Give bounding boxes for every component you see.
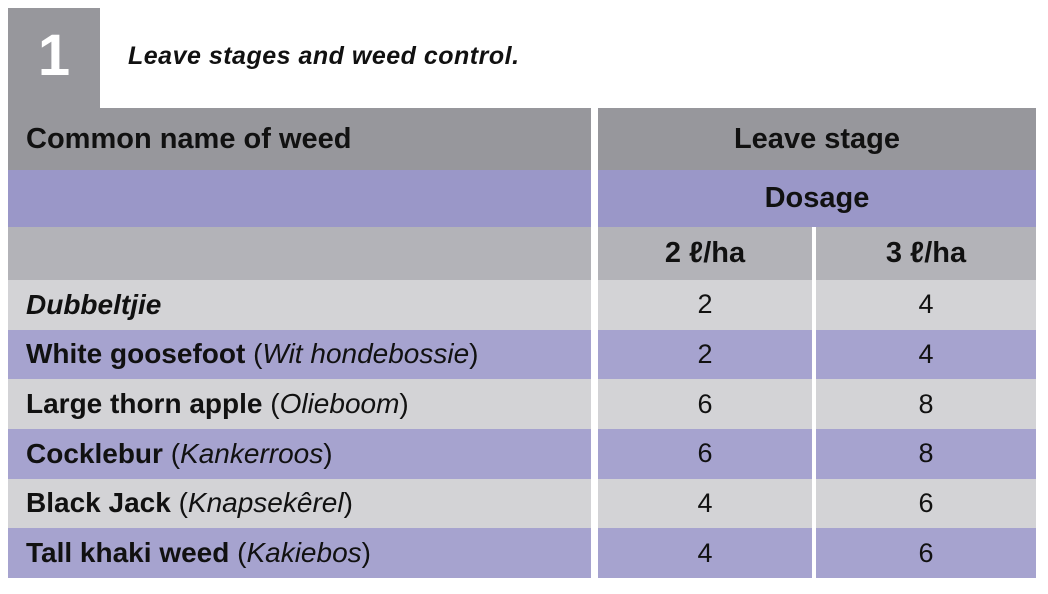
dose-2l-cell: 2	[598, 329, 812, 380]
figure-number: 1	[37, 23, 71, 88]
header-dose-2l-ha: 2 ℓ/ha	[598, 227, 812, 280]
dose-2l-cell: 6	[598, 429, 812, 479]
dose-3l-cell: 6	[816, 478, 1036, 529]
weed-afrikaans-name: (Olieboom)	[262, 388, 409, 420]
weed-afrikaans-name: (Wit hondebossie)	[245, 338, 479, 370]
dose-2l-cell: 2	[598, 280, 812, 330]
weed-afrikaans-name: (Kankerroos)	[162, 437, 333, 469]
weed-common-name: Black Jack	[26, 487, 171, 519]
weed-name-cell: Large thorn apple (Olieboom)	[8, 379, 591, 429]
weed-name-cell: Cocklebur (Kankerroos)	[8, 429, 591, 479]
header-leave-stage: Leave stage	[598, 108, 1036, 170]
weed-name-cell: Dubbeltjie ()	[8, 280, 591, 330]
dose-3l-cell: 6	[816, 528, 1036, 578]
dosage-band-spacer	[8, 170, 591, 227]
units-band-spacer	[8, 227, 591, 280]
weed-common-name: Cocklebur	[26, 437, 163, 469]
weed-common-name: Large thorn apple	[26, 388, 263, 420]
weed-common-name: White goosefoot	[26, 338, 246, 370]
header-dose-3l-ha: 3 ℓ/ha	[816, 227, 1036, 280]
dose-2l-cell: 6	[598, 379, 812, 429]
weed-name-cell: White goosefoot (Wit hondebossie)	[8, 329, 591, 380]
weed-afrikaans-name: (Kakiebos)	[229, 537, 371, 569]
dose-2l-cell: 4	[598, 528, 812, 578]
dose-3l-cell: 8	[816, 429, 1036, 479]
dose-3l-cell: 4	[816, 280, 1036, 330]
weed-common-name: Dubbeltjie	[26, 288, 162, 320]
dose-2l-cell: 4	[598, 478, 812, 529]
header-dosage: Dosage	[598, 170, 1036, 227]
weed-common-name: Tall khaki weed	[26, 537, 230, 569]
weed-control-table: Common name of weed Leave stage Dosage 2…	[8, 108, 1036, 578]
weed-name-cell: Tall khaki weed (Kakiebos)	[8, 528, 591, 578]
dose-3l-cell: 4	[816, 329, 1036, 380]
figure-number-badge: 1	[8, 8, 100, 108]
weed-name-cell: Black Jack (Knapsekêrel)	[8, 478, 591, 529]
weed-afrikaans-name: (Knapsekêrel)	[170, 487, 353, 519]
dose-3l-cell: 8	[816, 379, 1036, 429]
figure-title: Leave stages and weed control.	[128, 42, 520, 70]
header-common-name: Common name of weed	[8, 108, 591, 170]
